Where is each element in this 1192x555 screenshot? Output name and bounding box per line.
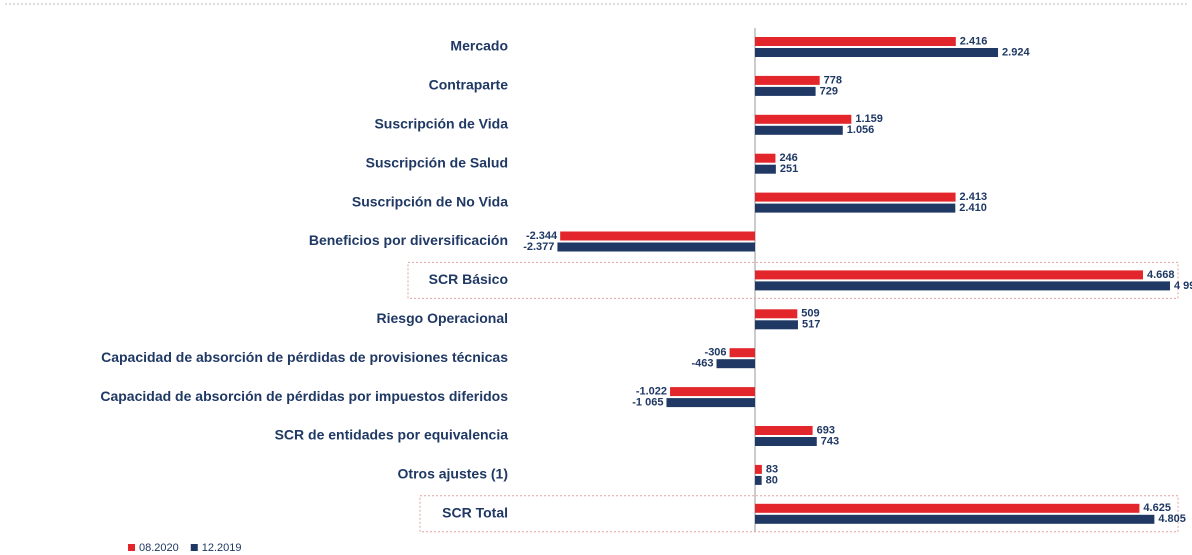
bar: [666, 398, 755, 408]
legend-swatch: [128, 544, 135, 551]
bar: [560, 231, 755, 241]
bar: [755, 48, 999, 57]
bar: [755, 503, 1140, 513]
value-label: 743: [821, 435, 839, 447]
value-label: 2.410: [959, 202, 987, 214]
bar: [755, 114, 852, 124]
value-label: 80: [766, 474, 778, 486]
value-label: 4.668: [1147, 269, 1175, 281]
category-label: Contraparte: [429, 77, 509, 93]
category-label: Capacidad de absorción de pérdidas por i…: [100, 388, 508, 404]
bar: [755, 475, 762, 485]
bar: [755, 192, 956, 202]
bar: [755, 203, 956, 213]
value-label: 83: [766, 463, 778, 475]
bar: [755, 281, 1170, 291]
value-label: 2.413: [960, 191, 988, 203]
value-label: -2.344: [526, 230, 558, 242]
category-label: Suscripción de No Vida: [352, 193, 508, 209]
bar: [755, 37, 956, 46]
legend-label: 12.2019: [202, 542, 242, 554]
bar: [670, 387, 755, 397]
value-label: 4.625: [1143, 502, 1171, 514]
bar: [755, 164, 776, 174]
bar: [729, 348, 755, 358]
highlight-box: [407, 261, 1179, 299]
bar: [755, 464, 762, 474]
value-label: 1.056: [847, 124, 875, 136]
bar: [755, 320, 798, 330]
value-label: 4 993: [1174, 280, 1192, 292]
value-label: -306: [705, 347, 727, 359]
value-label: 1.159: [855, 113, 883, 125]
bar: [755, 86, 816, 96]
category-label: Riesgo Operacional: [377, 310, 508, 326]
value-label: 2.924: [1002, 46, 1030, 58]
value-label: 2.416: [960, 35, 988, 47]
bar: [716, 359, 755, 369]
value-label: 246: [779, 152, 797, 164]
value-label: -463: [691, 358, 713, 370]
bar: [557, 242, 755, 252]
category-label: Mercado: [450, 38, 508, 54]
bar: [755, 75, 820, 85]
category-label: Capacidad de absorción de pérdidas de pr…: [101, 349, 508, 365]
bar: [755, 125, 843, 135]
category-label: Beneficios por diversificación: [309, 232, 508, 248]
legend-swatch: [190, 544, 198, 551]
bar: [755, 426, 813, 435]
highlight-box: [419, 495, 1179, 533]
value-label: -1 065: [632, 397, 663, 409]
value-label: 251: [780, 163, 798, 175]
bar: [755, 514, 1155, 524]
category-label: SCR de entidades por equivalencia: [275, 427, 509, 443]
value-label: -1.022: [636, 386, 667, 398]
legend-label: 08.2020: [139, 542, 179, 554]
bar: [755, 270, 1143, 280]
value-label: 729: [820, 85, 838, 97]
value-label: -2.377: [523, 241, 554, 253]
bar: [755, 437, 817, 446]
category-label: Suscripción de Vida: [374, 116, 508, 132]
category-label: SCR Básico: [429, 271, 508, 287]
value-label: 693: [817, 424, 835, 436]
value-label: 778: [824, 74, 842, 86]
category-label: Otros ajustes (1): [398, 466, 508, 482]
value-label: 517: [802, 319, 820, 331]
bar: [755, 153, 776, 163]
value-label: 4.805: [1158, 513, 1186, 525]
category-label: SCR Total: [442, 505, 508, 521]
bar: [755, 309, 798, 319]
value-label: 509: [801, 308, 819, 320]
category-label: Suscripción de Salud: [366, 154, 508, 170]
